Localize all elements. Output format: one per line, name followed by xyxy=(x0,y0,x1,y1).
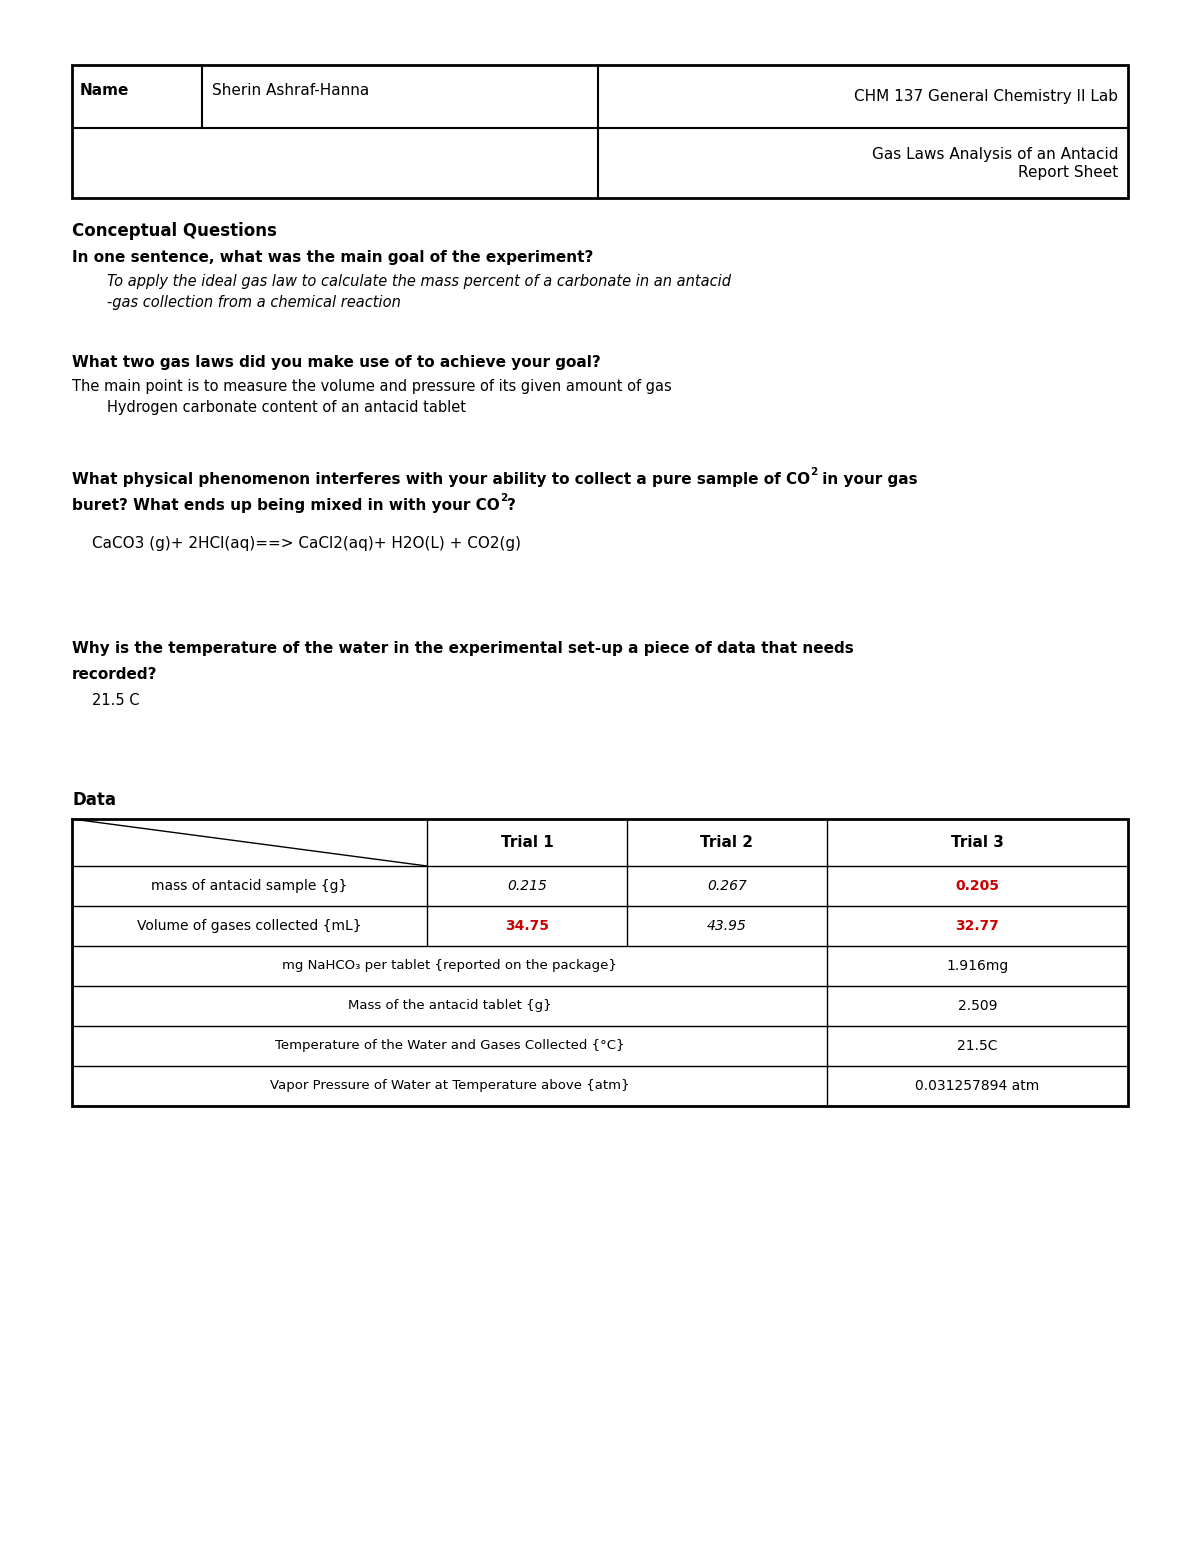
Text: Sherin Ashraf-Hanna: Sherin Ashraf-Hanna xyxy=(212,82,370,98)
Text: Data: Data xyxy=(72,790,116,809)
Text: Trial 2: Trial 2 xyxy=(701,836,754,849)
Text: To apply the ideal gas law to calculate the mass percent of a carbonate in an an: To apply the ideal gas law to calculate … xyxy=(107,273,731,289)
Bar xyxy=(72,818,1128,1106)
Text: ?: ? xyxy=(508,499,516,512)
Text: mass of antacid sample {g}: mass of antacid sample {g} xyxy=(151,879,348,893)
Text: buret? What ends up being mixed in with your CO: buret? What ends up being mixed in with … xyxy=(72,499,499,512)
Text: 2.509: 2.509 xyxy=(958,999,997,1013)
Text: 34.75: 34.75 xyxy=(505,919,550,933)
Bar xyxy=(72,65,1128,197)
Text: Gas Laws Analysis of an Antacid: Gas Laws Analysis of an Antacid xyxy=(871,146,1118,162)
Text: 0.215: 0.215 xyxy=(508,879,547,893)
Text: 21.5C: 21.5C xyxy=(958,1039,997,1053)
Text: -gas collection from a chemical reaction: -gas collection from a chemical reaction xyxy=(107,295,401,311)
Text: 32.77: 32.77 xyxy=(955,919,1000,933)
Text: Name: Name xyxy=(80,82,130,98)
Text: Hydrogen carbonate content of an antacid tablet: Hydrogen carbonate content of an antacid… xyxy=(107,401,466,415)
Text: recorded?: recorded? xyxy=(72,666,157,682)
Text: 2: 2 xyxy=(810,467,817,477)
Text: CaCO3 (g)+ 2HCl(aq)==> CaCl2(aq)+ H2O(L) + CO2(g): CaCO3 (g)+ 2HCl(aq)==> CaCl2(aq)+ H2O(L)… xyxy=(92,536,521,551)
Text: Why is the temperature of the water in the experimental set-up a piece of data t: Why is the temperature of the water in t… xyxy=(72,641,853,655)
Text: The main point is to measure the volume and pressure of its given amount of gas: The main point is to measure the volume … xyxy=(72,379,672,394)
Text: What two gas laws did you make use of to achieve your goal?: What two gas laws did you make use of to… xyxy=(72,356,601,370)
Text: 2: 2 xyxy=(499,492,508,503)
Text: 0.267: 0.267 xyxy=(707,879,746,893)
Text: Conceptual Questions: Conceptual Questions xyxy=(72,222,277,241)
Text: 43.95: 43.95 xyxy=(707,919,746,933)
Text: 0.205: 0.205 xyxy=(955,879,1000,893)
Text: mg NaHCO₃ per tablet {reported on the package}: mg NaHCO₃ per tablet {reported on the pa… xyxy=(282,960,617,972)
Text: Temperature of the Water and Gases Collected {°C}: Temperature of the Water and Gases Colle… xyxy=(275,1039,624,1053)
Text: Volume of gases collected {mL}: Volume of gases collected {mL} xyxy=(137,919,362,933)
Text: Vapor Pressure of Water at Temperature above {atm}: Vapor Pressure of Water at Temperature a… xyxy=(270,1079,629,1092)
Text: in your gas: in your gas xyxy=(817,472,918,488)
Text: Trial 3: Trial 3 xyxy=(952,836,1004,849)
Text: CHM 137 General Chemistry II Lab: CHM 137 General Chemistry II Lab xyxy=(854,89,1118,104)
Text: 21.5 C: 21.5 C xyxy=(92,693,139,708)
Text: 0.031257894 atm: 0.031257894 atm xyxy=(916,1079,1039,1093)
Text: 1.916mg: 1.916mg xyxy=(947,960,1009,974)
Text: Mass of the antacid tablet {g}: Mass of the antacid tablet {g} xyxy=(348,1000,551,1013)
Text: What physical phenomenon interferes with your ability to collect a pure sample o: What physical phenomenon interferes with… xyxy=(72,472,810,488)
Text: Report Sheet: Report Sheet xyxy=(1018,165,1118,180)
Text: In one sentence, what was the main goal of the experiment?: In one sentence, what was the main goal … xyxy=(72,250,593,266)
Text: Trial 1: Trial 1 xyxy=(500,836,553,849)
